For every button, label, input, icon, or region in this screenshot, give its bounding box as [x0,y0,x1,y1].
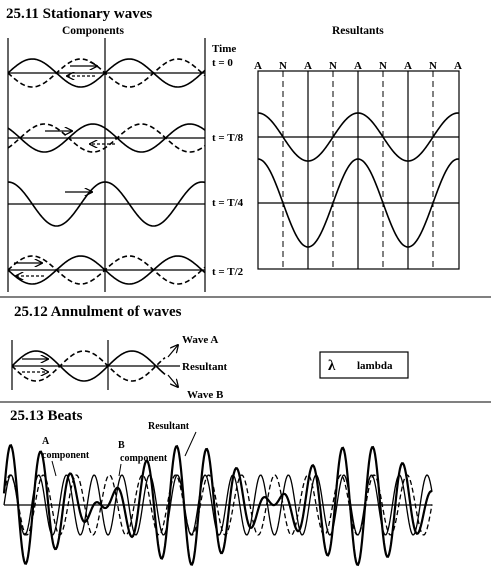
antinode-label: A [404,60,412,72]
node-label: N [279,60,287,72]
annulment-waves [11,350,166,382]
node-label: N [429,60,437,72]
label-wave-a: Wave A [182,334,218,346]
lambda-legend: λ lambda [319,351,409,379]
time-t2: t = T/2 [212,266,244,278]
section-title-beats: 25.13 Beats [10,408,83,424]
component-wave-solid [7,255,206,285]
resultants-panel [257,70,460,270]
section-title-stationary: 25.11 Stationary waves [6,6,152,22]
annulment-arrows [22,345,178,387]
component-wave-dashed [7,123,206,153]
component-wave-solid [7,123,206,153]
components-panel [7,38,206,292]
resultant-wave-t4 [257,158,460,248]
label-resultant: Resultant [182,361,228,373]
component-wave-dashed [7,58,206,88]
beats-pointers [51,431,197,477]
section-title-annulment: 25.12 Annulment of waves [14,304,182,320]
beats-a-label: A [42,436,50,447]
beats-component-b [3,474,433,536]
component-wave-solid [7,181,206,227]
antinode-label: A [254,60,262,72]
node-dashed-lines [282,71,434,269]
antinode-label: A [304,60,312,72]
node-label: N [329,60,337,72]
time-t0: t = 0 [212,57,233,69]
resultant-waves [257,112,460,248]
arrow-down-right-icon [167,374,178,387]
antinode-label: A [454,60,462,72]
wave-b-curve [11,350,166,382]
resultants-label: Resultants [332,25,384,37]
lambda-text: lambda [357,360,393,372]
beats-b-component: component [120,453,168,464]
time-t4: t = T/4 [212,197,244,209]
beats-b-label: B [118,440,125,451]
component-waves [7,58,206,285]
component-arrows [14,66,115,276]
resultant-wave-t8 [257,112,460,162]
time-label: Time [212,43,236,55]
component-wave-dashed [7,255,206,285]
beats-resultant-label: Resultant [148,421,190,432]
antinode-label: A [354,60,362,72]
label-wave-b: Wave B [187,389,224,401]
arrow-up-right-icon [167,345,178,358]
components-label: Components [62,25,125,37]
legend-box [319,351,409,379]
beats-waves [2,444,433,567]
beats-resultant [2,444,433,567]
lambda-symbol: λ [328,358,336,374]
time-t8: t = T/8 [212,132,244,144]
wave-a-curve [11,350,166,382]
node-label: N [379,60,387,72]
beats-a-component: component [42,450,90,461]
component-wave-solid [7,58,206,88]
